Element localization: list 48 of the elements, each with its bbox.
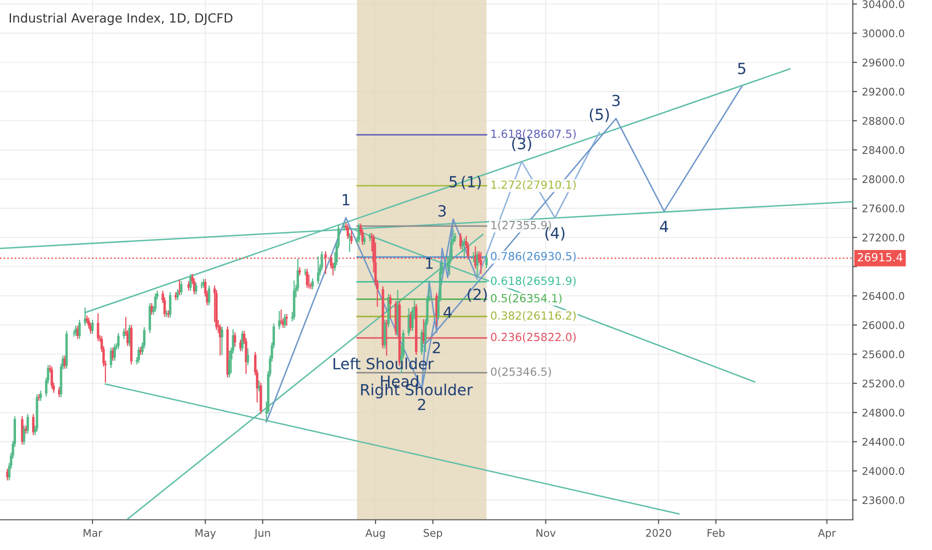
series-label: 0.382(26116.2) — [490, 311, 576, 322]
annotation: 3 — [612, 94, 620, 106]
ref-line-label: 26915.4 — [858, 253, 902, 262]
y-tick-label: 29600.0 — [862, 58, 904, 66]
x-tick-label: Jun — [254, 529, 270, 539]
series-label: 1.618(28607.5) — [491, 129, 576, 140]
y-tick-label: 30000.0 — [862, 29, 904, 38]
x-tick-label: Mar — [84, 529, 102, 537]
x-tick-label: Sep — [424, 528, 442, 539]
series-label: 0.786(26930.5) — [490, 252, 576, 262]
y-tick-label: 26000.0 — [862, 321, 904, 330]
series-label: 0.236(25822.0) — [490, 332, 576, 342]
x-tick-label: Feb — [708, 528, 725, 537]
series-label: 0(25346.5) — [490, 367, 551, 378]
y-tick-label: 28000.0 — [862, 175, 904, 184]
y-tick-label: 26400.0 — [862, 292, 904, 300]
y-tick-label: 25200.0 — [862, 380, 904, 388]
annotation: 4 — [660, 220, 668, 232]
y-tick-label: 24400.0 — [862, 438, 904, 446]
y-tick-label: 24800.0 — [862, 408, 904, 417]
y-tick-label: 27600.0 — [862, 204, 904, 212]
series-label: 0.618(26591.9) — [490, 276, 576, 286]
x-tick-label: Nov — [536, 529, 556, 537]
annotation: (3) — [512, 138, 532, 152]
series-label: 0.5(26354.1) — [490, 294, 562, 304]
y-tick-label: 29200.0 — [862, 88, 904, 96]
annotation: 5 — [738, 62, 746, 74]
annotation: 3 — [438, 205, 446, 217]
y-tick-label: 27200.0 — [862, 234, 904, 242]
annotation: 2 — [432, 342, 440, 354]
y-tick-label: 24000.0 — [862, 467, 904, 475]
y-tick-label: 25600.0 — [862, 350, 904, 358]
annotation: 5 — [450, 176, 457, 188]
series-label: 1.272(27910.1) — [491, 180, 576, 190]
x-tick-label: Apr — [818, 529, 836, 539]
y-tick-label: 30400.0 — [862, 0, 904, 8]
annotation: 1 — [342, 194, 350, 206]
x-tick-label: 2020 — [646, 528, 672, 537]
y-tick-label: 28800.0 — [862, 116, 904, 125]
annotation: 4 — [444, 306, 452, 318]
x-tick-label: May — [196, 529, 216, 539]
annotation: (5) — [590, 108, 609, 122]
annotation: 1 — [426, 258, 433, 269]
x-tick-label: Aug — [365, 529, 385, 539]
y-tick-label: 28400.0 — [862, 146, 904, 154]
annotation: 2 — [418, 398, 426, 410]
y-tick-label: 23600.0 — [862, 496, 904, 504]
text: Industrial Average Index, 1D, DJCFD — [10, 12, 232, 26]
